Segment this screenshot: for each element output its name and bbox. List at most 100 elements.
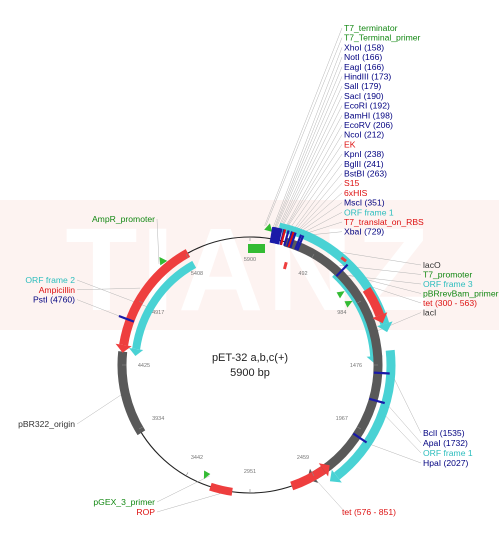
leader-line [293, 173, 343, 233]
leader-line [277, 86, 343, 229]
leader-line [264, 27, 343, 226]
leader-line [156, 218, 160, 264]
feature-label: tet (576 - 851) [342, 507, 396, 517]
feature-label: HpaI (2027) [423, 458, 469, 468]
t7-terminator-box [248, 244, 265, 253]
feature-label: PstI (4760) [33, 295, 75, 305]
leader-line [281, 115, 343, 229]
site-mark [279, 229, 287, 246]
label-leader-lines [76, 27, 422, 513]
tick-mark [311, 472, 315, 477]
feature-label: EcoRV (206) [344, 120, 393, 130]
leader-line [284, 124, 343, 230]
leader-line [275, 66, 343, 228]
tet-576-851-arc-head [318, 463, 330, 477]
tick-label: 492 [298, 271, 307, 277]
feature-label: BstBI (263) [344, 169, 387, 179]
tet-300-563-arc-head [372, 312, 388, 324]
tick-mark [185, 472, 189, 477]
leader-line [297, 202, 343, 234]
site-mark [369, 397, 385, 405]
laco-red-mark [340, 256, 347, 263]
feature-label: KpnI (238) [344, 149, 384, 159]
tet-300-563-arc [362, 286, 385, 317]
tick-label: 5408 [191, 271, 203, 277]
feature-label: ORF frame 1 [423, 448, 473, 458]
ampr-promoter-triangle [159, 257, 168, 266]
feature-label: SalI (179) [344, 81, 381, 91]
feature-label: T7_translat_on_RBS [344, 217, 424, 227]
feature-label: tet (300 - 563) [423, 298, 477, 308]
leader-line [279, 95, 343, 229]
orf-frame-1-top-arc-head [377, 321, 393, 333]
feature-label: ORF frame 2 [25, 275, 75, 285]
feature-label: BclI (1535) [423, 428, 465, 438]
leader-line [76, 394, 122, 425]
leader-line [265, 37, 343, 226]
feature-label: SacI (190) [344, 91, 384, 101]
tick-label: 5900 [244, 257, 256, 263]
leader-line [386, 403, 422, 444]
tick-mark [357, 300, 362, 304]
site-mark [296, 235, 305, 251]
feature-label: EagI (166) [344, 62, 384, 72]
leader-line [316, 480, 346, 513]
feature-label: EcoRI (192) [344, 101, 390, 111]
feature-label: pBRrevBam_primer [423, 289, 499, 299]
feature-arrows [115, 222, 396, 496]
tick-mark [138, 426, 143, 430]
plasmid-size: 5900 bp [230, 367, 270, 379]
leader-line [273, 47, 343, 228]
feature-label: T7_promoter [423, 270, 472, 280]
site-mark [352, 432, 368, 444]
site-mark [273, 227, 280, 244]
pbr322-origin-arc [117, 351, 146, 436]
feature-label: pBR322_origin [18, 419, 75, 429]
tick-label: 3442 [191, 455, 203, 461]
tet-576-851-arc [290, 466, 326, 491]
site-mark [286, 231, 294, 248]
site-mark [287, 231, 295, 248]
watermark-band [0, 200, 499, 330]
site-mark [118, 314, 135, 323]
tick-mark [357, 426, 362, 430]
orf-frame-2-arc [132, 260, 197, 350]
leader-line [295, 183, 343, 233]
feature-label: ORF frame 3 [423, 279, 473, 289]
leader-line [368, 443, 422, 464]
rop-arc [209, 482, 233, 496]
leader-line [276, 76, 343, 228]
feature-label: 6xHIS [344, 188, 368, 198]
feature-label: NcoI (212) [344, 130, 384, 140]
tick-label: 4917 [152, 310, 164, 316]
feature-label: pGEX_3_primer [93, 497, 155, 507]
leader-line [296, 192, 343, 234]
leader-line [391, 373, 422, 434]
feature-label: EK [344, 139, 356, 149]
leader-line [76, 299, 125, 319]
orf-frame-1-right-arc-head [329, 469, 342, 483]
feature-label: Ampicillin [39, 285, 76, 295]
leader-line [280, 105, 343, 229]
leader-line [284, 134, 343, 230]
orf-frame-2-arc-head [129, 348, 144, 356]
leader-line [285, 144, 343, 230]
feature-label: BglII (241) [344, 159, 384, 169]
feature-label: S15 [344, 178, 360, 188]
tick-label: 2951 [244, 469, 256, 475]
feature-label: XbaI (729) [344, 227, 384, 237]
feature-label: MscI (351) [344, 198, 385, 208]
ampicillin-arc-head [115, 343, 132, 353]
tick-label: 984 [337, 310, 346, 316]
leader-line [370, 286, 422, 304]
leader-line [156, 493, 221, 513]
site-mark [294, 234, 303, 250]
tick-label: 1476 [350, 363, 362, 369]
feature-label: BamHI (198) [344, 110, 393, 120]
leader-line [288, 153, 343, 231]
leader-line [383, 413, 422, 454]
pgex3-primer-triangle [203, 470, 211, 479]
site-mark [373, 371, 390, 375]
